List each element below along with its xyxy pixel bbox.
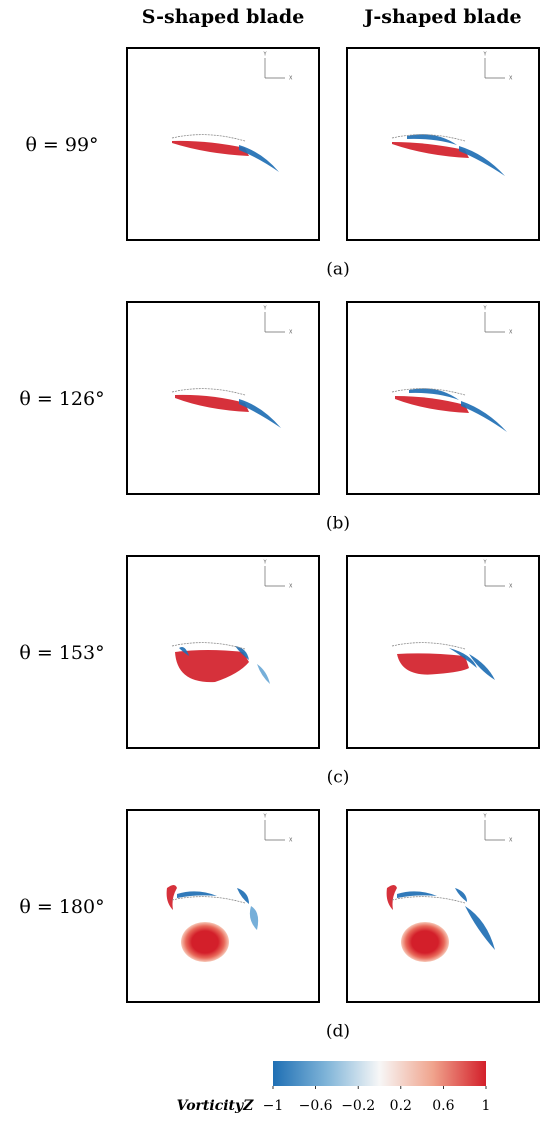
panel-label: (a) — [326, 260, 349, 280]
vorticity-region — [465, 906, 495, 950]
colorbar-tick-label: 1 — [482, 1098, 491, 1114]
axis-label: X — [289, 838, 293, 844]
colorbar-tick-label: −1 — [263, 1098, 284, 1114]
axis-label: X — [509, 584, 513, 590]
vorticity-region — [239, 399, 281, 428]
colorbar-tick-label: −0.2 — [341, 1098, 375, 1114]
vorticity-region — [172, 140, 249, 156]
panel-label: (d) — [326, 1022, 350, 1042]
vorticity-region — [235, 646, 249, 660]
blade-outline — [391, 134, 466, 142]
vorticity-region — [459, 146, 505, 176]
axis-label: X — [289, 76, 293, 82]
flow-panel: YX — [126, 555, 320, 749]
vorticity-region — [397, 891, 437, 898]
panel-frame — [346, 47, 540, 241]
vorticity-region — [386, 885, 397, 910]
flow-panel: YX — [346, 47, 540, 241]
vorticity-region — [239, 145, 279, 172]
vorticity-region — [249, 906, 259, 930]
blade-outline — [171, 642, 246, 650]
axis-label: Y — [262, 306, 267, 312]
blade-outline — [171, 388, 246, 396]
colorbar-tick-label: 0.6 — [432, 1098, 454, 1114]
colorbar-label: VorticityZ — [177, 1098, 255, 1114]
axis-label: X — [509, 330, 513, 336]
blade-outline — [391, 896, 466, 904]
blade-outline — [171, 134, 246, 142]
flow-panel: YX — [346, 301, 540, 495]
vorticity-region — [237, 888, 249, 904]
panel-frame — [346, 301, 540, 495]
axis-label: X — [509, 838, 513, 844]
axis-label: Y — [482, 560, 487, 566]
blade-outline — [171, 896, 246, 904]
axis-label: Y — [262, 560, 267, 566]
axis-label: Y — [262, 814, 267, 820]
vorticity-region — [395, 396, 469, 413]
vortex — [181, 922, 229, 962]
vortex — [401, 922, 449, 962]
panel-frame — [346, 555, 540, 749]
panel-frame — [126, 301, 320, 495]
row-label: θ = 180° — [19, 896, 104, 918]
flow-panel: YX — [346, 555, 540, 749]
blade-outline — [391, 388, 466, 396]
panel-frame — [346, 809, 540, 1003]
vorticity-region — [407, 134, 457, 145]
row-label: θ = 126° — [19, 388, 104, 410]
vorticity-region — [177, 891, 217, 898]
axis-label: Y — [262, 52, 267, 58]
blade-outline — [391, 642, 466, 650]
flow-panel: YX — [126, 809, 320, 1003]
flow-panel: YX — [126, 301, 320, 495]
vorticity-region — [455, 888, 467, 902]
vorticity-region — [166, 885, 177, 910]
column-header: J-shaped blade — [362, 6, 521, 28]
panel-label: (c) — [327, 768, 350, 788]
vorticity-region — [469, 654, 495, 680]
column-header: S-shaped blade — [142, 6, 305, 28]
axis-label: Y — [482, 306, 487, 312]
vorticity-region — [392, 142, 469, 158]
vorticity-region — [257, 664, 270, 684]
colorbar-tick-label: −0.6 — [299, 1098, 333, 1114]
panel-frame — [126, 809, 320, 1003]
axis-label: Y — [482, 814, 487, 820]
flow-panel: YX — [346, 809, 540, 1003]
row-label: θ = 99° — [25, 134, 98, 156]
axis-label: X — [289, 330, 293, 336]
panel-label: (b) — [326, 514, 350, 534]
axis-label: X — [509, 76, 513, 82]
vorticity-region — [179, 647, 189, 656]
vorticity-region — [397, 653, 469, 675]
vorticity-region — [175, 394, 249, 412]
axis-label: X — [289, 584, 293, 590]
row-label: θ = 153° — [19, 642, 104, 664]
vorticity-region — [409, 388, 459, 400]
panel-frame — [126, 47, 320, 241]
flow-panel: YX — [126, 47, 320, 241]
axis-label: Y — [482, 52, 487, 58]
colorbar-tick-label: 0.2 — [390, 1098, 412, 1114]
vorticity-region — [175, 650, 249, 683]
vorticity-region — [461, 401, 507, 432]
colorbar — [273, 1061, 486, 1086]
